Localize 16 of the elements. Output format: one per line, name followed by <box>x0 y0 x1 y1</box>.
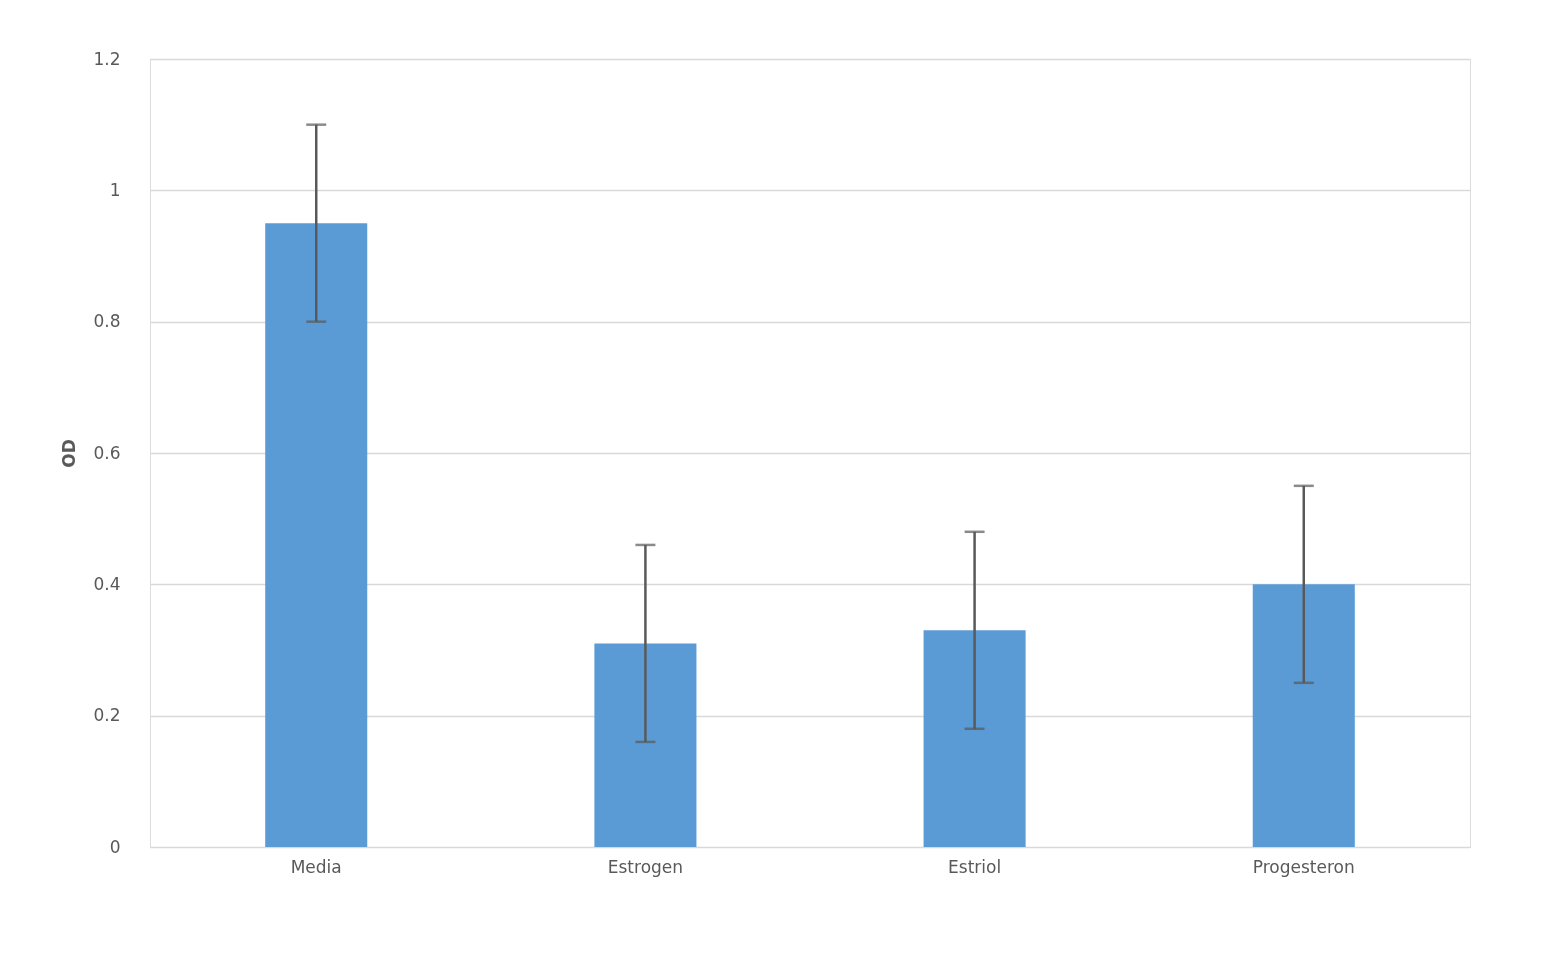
bar <box>923 630 1026 847</box>
y-tick-label: 0.8 <box>93 311 121 332</box>
x-tick-label: Media <box>290 856 342 877</box>
y-axis-title: OD <box>59 439 80 468</box>
x-tick-label: Estrogen <box>607 856 684 877</box>
y-tick-label: 0.4 <box>93 573 121 594</box>
x-tick-label: Estriol <box>948 856 1002 877</box>
y-tick-label: 0.2 <box>93 705 121 726</box>
y-tick-label: 0.6 <box>93 442 121 463</box>
y-tick-label: 0 <box>109 836 121 857</box>
y-tick-label: 1.2 <box>93 48 121 69</box>
bar <box>265 223 368 847</box>
y-tick-label: 1 <box>109 179 121 200</box>
x-tick-label: Progesteron <box>1252 856 1355 877</box>
bar <box>594 643 697 847</box>
bar <box>1252 584 1355 847</box>
